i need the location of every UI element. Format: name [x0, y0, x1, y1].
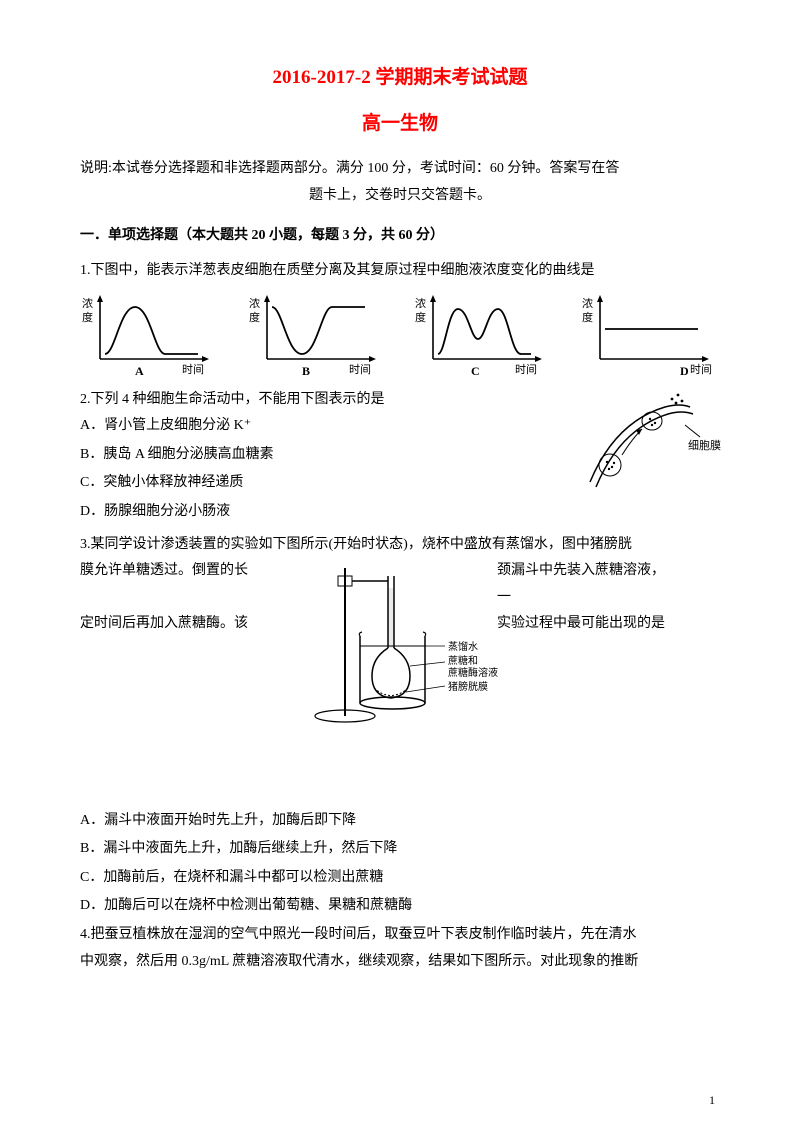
svg-text:时间: 时间 [690, 363, 712, 376]
question-4: 4.把蚕豆植株放在湿润的空气中照光一段时间后，取蚕豆叶下表皮制作临时装片，先在清… [80, 922, 720, 975]
q3-label-c: 蔗糖酶溶液 [448, 666, 498, 679]
q1-text: 1.下图中，能表示洋葱表皮细胞在质壁分离及其复原过程中细胞液浓度变化的曲线是 [80, 258, 720, 285]
q1-chart-b: 浓 度 B 时间 [247, 289, 387, 379]
q2-membrane-label: 细胞膜 [688, 439, 721, 452]
q3-option-b: B．漏斗中液面先上升，加酶后继续上升，然后下降 [80, 836, 720, 863]
chart-label-a: A [135, 364, 144, 378]
q3-label-b: 蔗糖和 [448, 654, 478, 667]
q1-chart-d: 浓 度 D 时间 [580, 289, 720, 379]
q3-option-c: C．加酶前后，在烧杯和漏斗中都可以检测出蔗糖 [80, 865, 720, 892]
svg-text:度: 度 [415, 310, 426, 324]
instruction-line1: 说明:本试卷分选择题和非选择题两部分。满分 100 分，考试时间：60 分钟。答… [80, 156, 720, 183]
exam-instruction: 说明:本试卷分选择题和非选择题两部分。满分 100 分，考试时间：60 分钟。答… [80, 156, 720, 209]
q1-chart-a: 浓 度 A 时间 [80, 289, 220, 379]
q4-line2: 中观察，然后用 0.3g/mL 蔗糖溶液取代清水，继续观察，结果如下图所示。对此… [80, 949, 720, 976]
svg-text:浓: 浓 [415, 297, 426, 310]
svg-text:时间: 时间 [349, 363, 371, 376]
q3-diagram: 蒸馏水 蔗糖和 蔗糖酶溶液 猪膀胱膜 [310, 558, 520, 728]
page: 2016-2017-2 学期期末考试试题 高一生物 说明:本试卷分选择题和非选择… [0, 0, 800, 1132]
question-3: 3.某同学设计渗透装置的实验如下图所示(开始时状态)，烧杯中盛放有蒸馏水，图中猪… [80, 532, 720, 742]
q3-right-1: 颈漏斗中先装入蔗糖溶液，一 [497, 558, 677, 611]
q3-label-a: 蒸馏水 [448, 640, 478, 653]
q3-right-2: 实验过程中最可能出现的是 [497, 611, 677, 638]
q2-diagram: 细胞膜 [580, 387, 730, 497]
q3-left-1: 膜允许单糖透过。倒置的长 [80, 558, 260, 585]
chart-xlabel: 时间 [182, 363, 204, 376]
question-2: 2.下列 4 种细胞生命活动中，不能用下图表示的是 A．肾小管上皮细胞分泌 K⁺… [80, 387, 720, 526]
q3-option-d: D．加酶后可以在烧杯中检测出葡萄糖、果糖和蔗糖酶 [80, 893, 720, 920]
q3-option-a: A．漏斗中液面开始时先上升，加酶后即下降 [80, 808, 720, 835]
svg-text:浓: 浓 [249, 297, 260, 310]
main-title: 2016-2017-2 学期期末考试试题 [80, 60, 720, 96]
chart-ylabel: 浓 [82, 297, 93, 310]
svg-text:时间: 时间 [515, 363, 537, 376]
q3-label-d: 猪膀胱膜 [448, 680, 488, 693]
q4-line1: 4.把蚕豆植株放在湿润的空气中照光一段时间后，取蚕豆叶下表皮制作临时装片，先在清… [80, 922, 720, 949]
question-1: 1.下图中，能表示洋葱表皮细胞在质壁分离及其复原过程中细胞液浓度变化的曲线是 浓… [80, 258, 720, 379]
chart-label-b: B [302, 364, 310, 378]
chart-label-d: D [680, 364, 689, 378]
section-1-heading: 一．单项选择题（本大题共 20 小题，每题 3 分，共 60 分） [80, 223, 720, 250]
q3-options: A．漏斗中液面开始时先上升，加酶后即下降 B．漏斗中液面先上升，加酶后继续上升，… [80, 808, 720, 920]
q3-text-start: 3.某同学设计渗透装置的实验如下图所示(开始时状态)，烧杯中盛放有蒸馏水，图中猪… [80, 532, 720, 559]
q3-left-2: 定时间后再加入蔗糖酶。该 [80, 611, 260, 638]
spacer [80, 748, 720, 808]
q1-charts: 浓 度 A 时间 浓 度 [80, 289, 720, 379]
q1-chart-c: 浓 度 C 时间 [413, 289, 553, 379]
chart-label-c: C [471, 364, 480, 378]
instruction-line2: 题卡上，交卷时只交答题卡。 [80, 183, 720, 210]
page-number: 1 [709, 1089, 715, 1112]
q2-option-d: D．肠腺细胞分泌小肠液 [80, 499, 720, 526]
svg-text:度: 度 [582, 310, 593, 324]
svg-text:度: 度 [249, 310, 260, 324]
sub-title: 高一生物 [80, 106, 720, 142]
svg-text:浓: 浓 [582, 297, 593, 310]
chart-ylabel-2: 度 [82, 310, 93, 324]
